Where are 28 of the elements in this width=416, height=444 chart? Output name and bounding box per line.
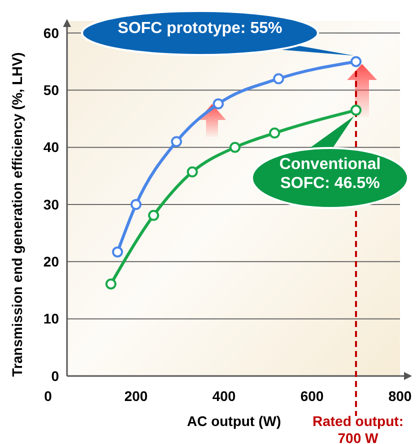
annotation: Conventional SOFC: 46.5% [279, 156, 381, 192]
y-tick-label: 40 [43, 139, 60, 156]
point [148, 210, 160, 221]
y-axis-title: Transmission end generation efficiency (%, LHV) [9, 52, 25, 377]
point [186, 166, 198, 178]
point [170, 136, 182, 148]
x-tick-label: 800 [388, 388, 412, 404]
annotation: SOFC prototype: 55% [118, 20, 282, 37]
x-tick-label: 600 [300, 388, 324, 404]
point [230, 142, 240, 153]
x-axis-title: AC output (W) [186, 413, 282, 429]
point [130, 199, 142, 210]
y-tick-label: 50 [43, 82, 60, 98]
y-tick-label: 10 [43, 310, 60, 327]
y-tick-label: 60 [43, 24, 60, 41]
x-tick-label: 400 [212, 388, 236, 404]
point [350, 104, 362, 116]
point [112, 246, 124, 258]
x-tick-label: 200 [124, 388, 148, 404]
point [350, 56, 362, 68]
point [269, 128, 280, 139]
point [273, 73, 284, 84]
point [105, 278, 116, 290]
y-tick-label: 0 [51, 368, 60, 384]
y-tick-label: 30 [43, 196, 60, 212]
point [212, 98, 224, 110]
ref-line-label: Rated output: 700 W [312, 413, 404, 444]
y-tick-label: 20 [43, 254, 60, 270]
